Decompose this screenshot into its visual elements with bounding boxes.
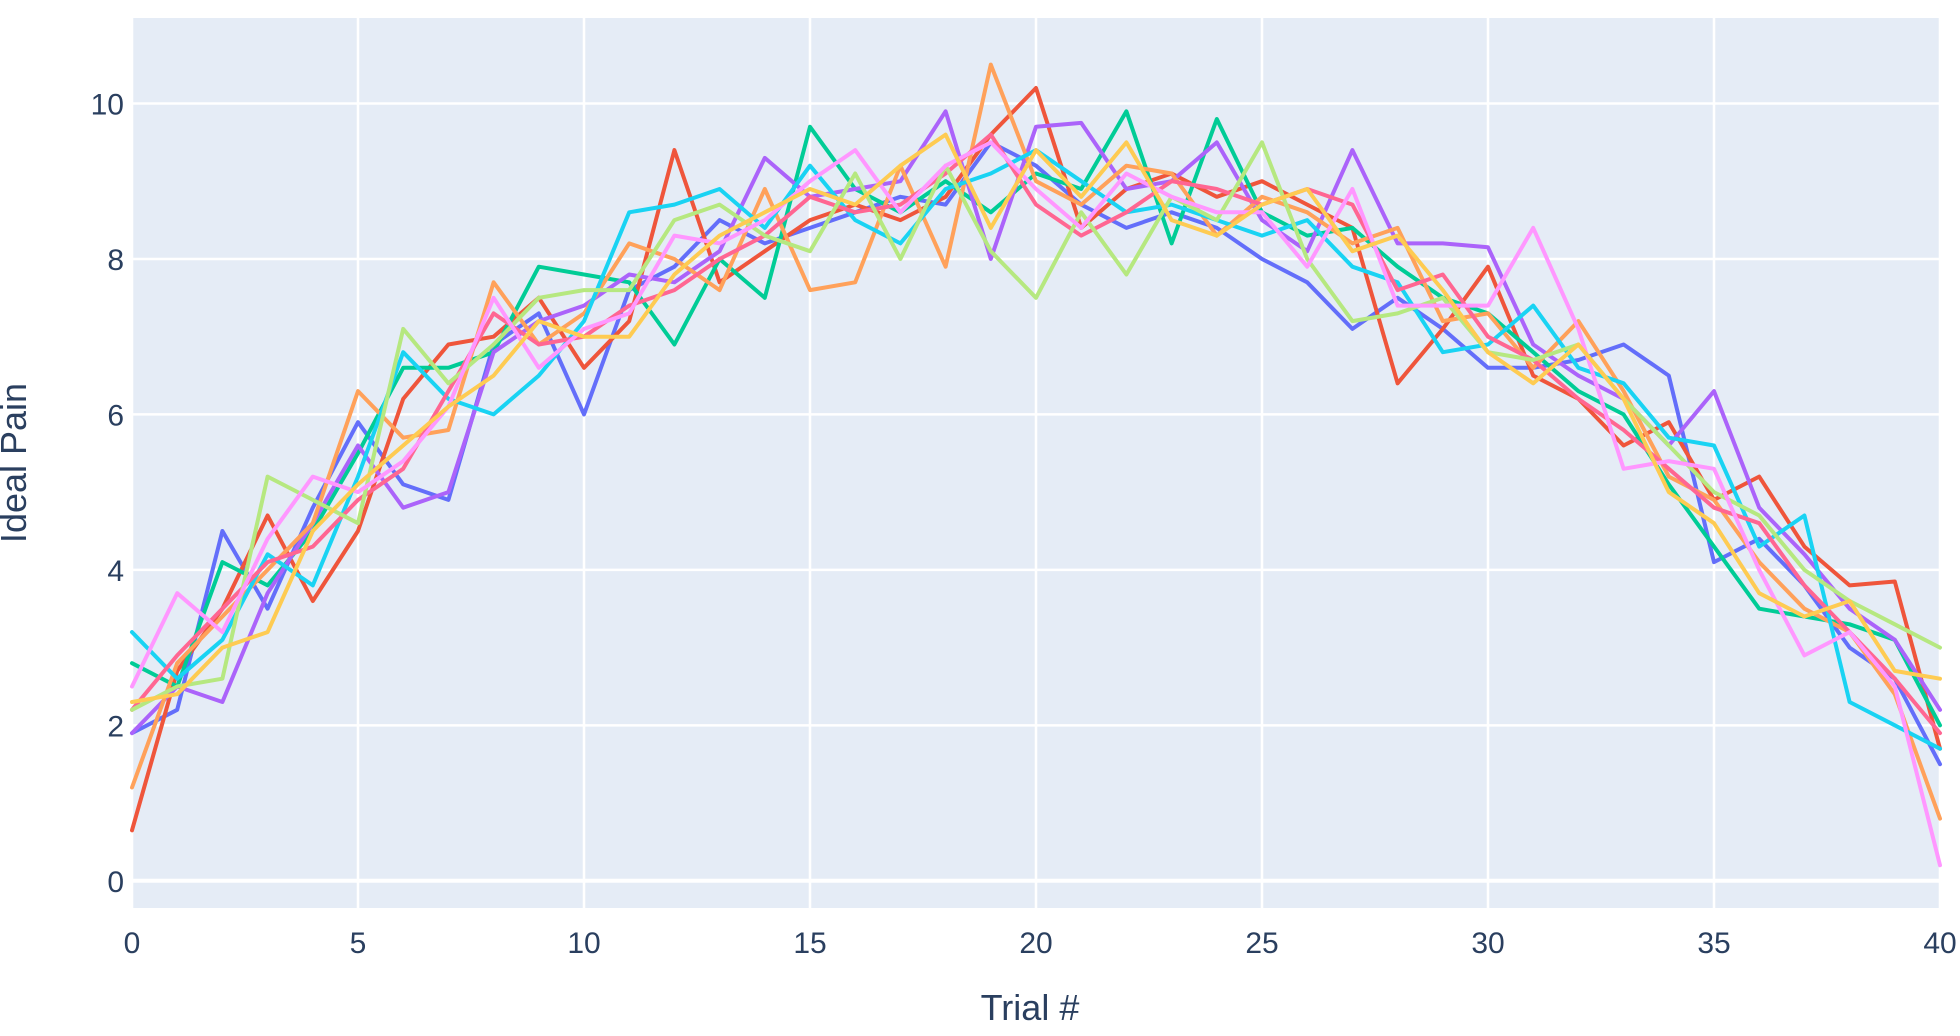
y-tick-label: 2	[107, 710, 124, 743]
x-tick-labels: 0 5 10 15 20 25 30 35 40	[124, 927, 1957, 960]
series-line-5	[130, 62, 1942, 821]
x-tick-label: 20	[1019, 927, 1052, 960]
x-tick-label: 5	[350, 927, 367, 960]
series-line-9	[130, 140, 1942, 868]
y-tick-label: 4	[107, 555, 124, 588]
grid-lines	[130, 18, 1942, 908]
y-axis-title: Ideal Pain	[0, 383, 34, 543]
x-tick-label: 10	[567, 927, 600, 960]
y-tick-label: 0	[107, 866, 124, 899]
x-tick-label: 40	[1923, 927, 1956, 960]
series-line-8	[130, 140, 1942, 712]
series-line-1	[130, 140, 1942, 767]
series-lines	[130, 62, 1942, 868]
series-line-10	[130, 132, 1942, 704]
y-tick-label: 8	[107, 244, 124, 277]
x-tick-label: 35	[1697, 927, 1730, 960]
x-tick-label: 0	[124, 927, 141, 960]
x-tick-label: 15	[793, 927, 826, 960]
y-tick-labels: 0 2 4 6 8 10	[91, 89, 124, 899]
x-tick-label: 30	[1471, 927, 1504, 960]
y-tick-label: 6	[107, 399, 124, 432]
y-tick-label: 10	[91, 89, 124, 122]
x-tick-label: 25	[1245, 927, 1278, 960]
x-axis-title: Trial #	[981, 987, 1080, 1028]
